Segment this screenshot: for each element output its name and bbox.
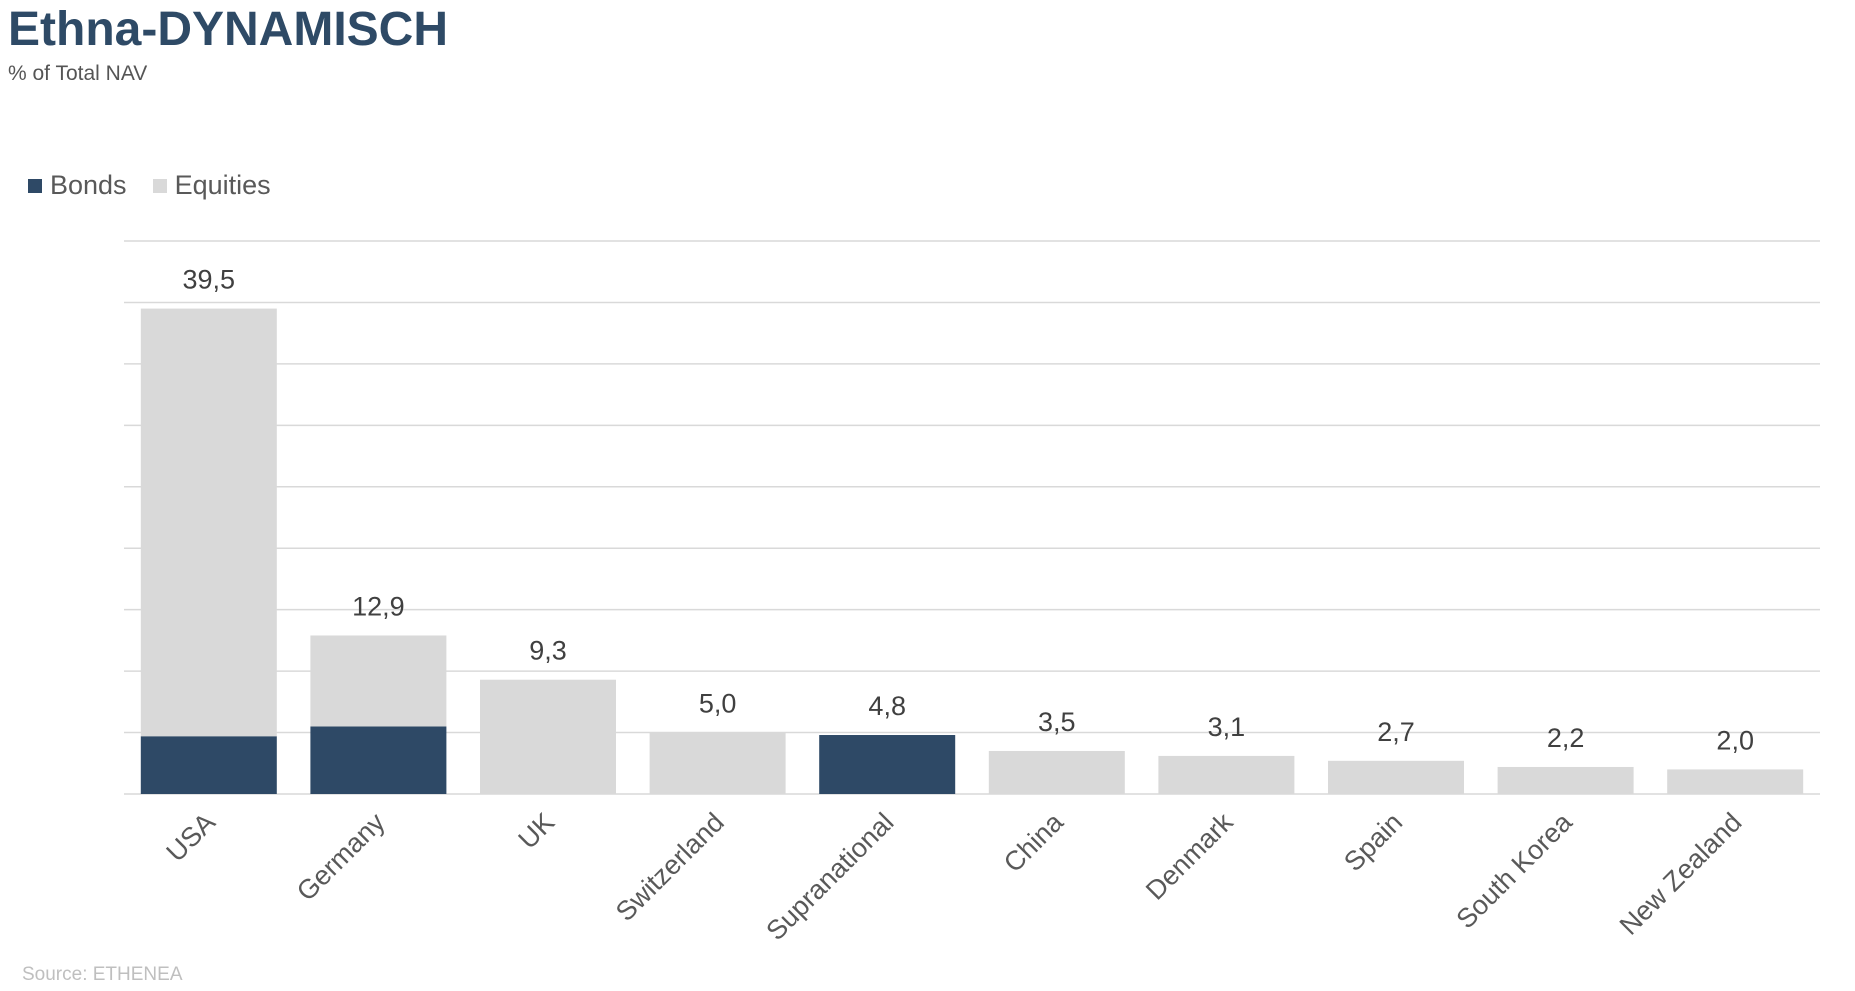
legend-swatch-equities [152,178,167,193]
bar-bonds [310,726,447,794]
x-tick-label: Supranational [760,807,899,946]
source-note: Source: ETHENEA [22,964,183,985]
bar-equities [1667,769,1804,794]
data-label: 2,2 [1547,723,1585,753]
x-tick-label: Germany [291,807,391,907]
data-label: 3,5 [1038,707,1076,737]
data-label: 12,9 [352,591,405,621]
bar-bonds [140,736,277,794]
chart-subtitle: % of Total NAV [8,62,148,85]
x-tick-label: China [998,806,1070,878]
data-label: 39,5 [183,265,236,295]
x-tick-label: New Zealand [1614,807,1748,941]
data-label: 4,8 [868,691,906,721]
data-label: 2,7 [1377,717,1415,747]
data-label: 5,0 [699,689,737,719]
x-tick-label: USA [161,807,221,867]
bar-bonds [819,735,956,794]
bar-equities [988,750,1125,794]
x-tick-label: Denmark [1140,807,1239,906]
bar-equities [310,635,447,727]
bar-equities [480,679,616,794]
legend-label-equities: Equities [174,170,271,200]
bar-equities [649,732,786,794]
x-tick-label: Spain [1338,807,1408,877]
x-tick-label: UK [513,807,561,855]
data-label: 2,0 [1716,725,1754,755]
bar-equities [1328,760,1464,794]
data-label: 3,1 [1208,712,1246,742]
legend-label-bonds: Bonds [50,170,127,200]
legend-swatch-bonds [28,178,42,193]
legend-item-equities: Equities [152,170,271,201]
legend-item-bonds: Bonds [28,170,127,201]
x-tick-label: Switzerland [610,807,730,927]
chart-title: Ethna-DYNAMISCH [8,3,448,56]
bar-equities [140,308,277,737]
x-tick-label: South Korea [1450,806,1578,934]
bar-equities [1497,766,1634,794]
bar-equities [1158,755,1295,794]
data-label: 9,3 [529,636,567,666]
chart-legend: Bonds Equities [28,170,297,201]
